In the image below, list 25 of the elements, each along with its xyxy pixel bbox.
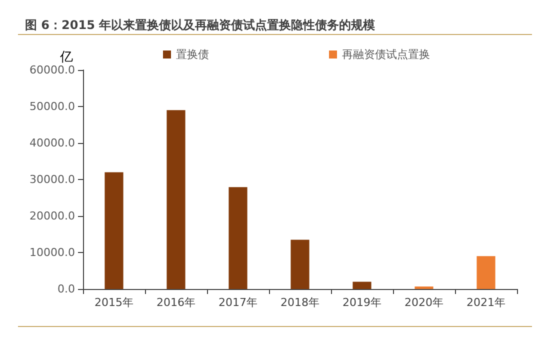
y-tick-label: 20000.0: [30, 210, 75, 222]
x-tick-label: 2019年: [342, 296, 382, 309]
legend-label: 再融资债试点置换: [342, 48, 430, 61]
y-tick-label: 10000.0: [30, 246, 75, 259]
bar: [166, 110, 186, 289]
y-tick-label: 60000.0: [30, 64, 75, 76]
y-tick-label: 40000.0: [30, 136, 75, 150]
bar: [104, 172, 124, 289]
y-axis-title: 亿: [59, 50, 73, 65]
x-tick-label: 2020年: [404, 296, 444, 309]
x-tick-label: 2021年: [466, 296, 506, 309]
y-tick-label: 30000.0: [30, 173, 75, 186]
y-tick-label: 0.0: [58, 282, 75, 296]
bar: [414, 286, 434, 289]
x-tick-label: 2018年: [280, 296, 320, 309]
legend-label: 置换债: [176, 48, 209, 61]
y-tick-label: 50000.0: [30, 100, 75, 113]
chart-title: 图 6：2015 年以来置换债以及再融资债试点置换隐性债务的规模: [25, 18, 376, 32]
x-tick-label: 2016年: [156, 296, 196, 309]
bar: [228, 187, 248, 289]
x-tick-label: 2017年: [218, 296, 258, 309]
x-tick-label: 2015年: [94, 296, 134, 309]
bar: [290, 240, 310, 289]
bar: [476, 256, 496, 289]
bar: [352, 282, 372, 289]
